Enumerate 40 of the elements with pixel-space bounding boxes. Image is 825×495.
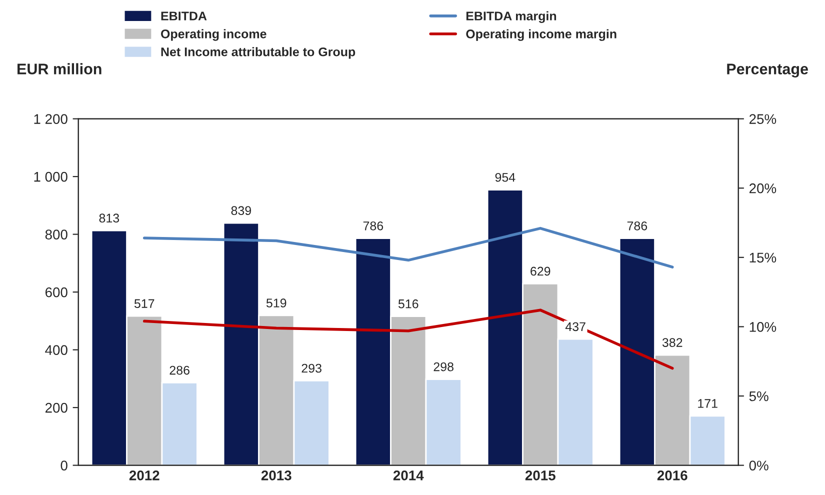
data-label: 293 xyxy=(302,364,322,373)
y2-tick-label: 15% xyxy=(750,252,776,263)
y2-axis-title: Percentage xyxy=(727,64,808,78)
y2-tick-label: 20% xyxy=(749,183,776,194)
y-tick-label: 400 xyxy=(45,345,68,355)
data-label: 286 xyxy=(170,366,190,375)
y-tick-label: 600 xyxy=(45,287,68,298)
data-label: 298 xyxy=(434,362,454,372)
data-label: 813 xyxy=(99,214,120,223)
data-label: 437 xyxy=(565,322,586,332)
y-tick-label: 800 xyxy=(45,230,68,240)
y2-tick-label: 25% xyxy=(749,114,776,124)
data-label: 786 xyxy=(627,221,648,230)
data-label: 629 xyxy=(530,266,550,276)
y-tick-label: 1 200 xyxy=(34,114,68,124)
legend-label: Operating income xyxy=(160,29,266,41)
data-label: 839 xyxy=(231,206,252,216)
y-axis-title: EUR million xyxy=(18,63,102,74)
data-label: 519 xyxy=(266,298,286,308)
x-tick-label: 2014 xyxy=(393,470,424,480)
y2-tick-label: 10% xyxy=(750,322,776,332)
x-tick-label: 2013 xyxy=(261,470,292,480)
data-label: 517 xyxy=(134,299,154,308)
data-label: 786 xyxy=(363,221,384,230)
legend-label: Net Income attributable to Group xyxy=(161,47,356,59)
data-label: 171 xyxy=(698,399,718,408)
x-tick-label: 2012 xyxy=(129,470,160,480)
y2-tick-label: 0% xyxy=(749,460,768,470)
data-label: 516 xyxy=(398,299,418,308)
legend-label: EBITDA xyxy=(161,12,207,20)
data-label: 954 xyxy=(495,172,516,182)
y2-tick-label: 5% xyxy=(749,391,768,402)
x-tick-label: 2015 xyxy=(525,470,556,480)
y-tick-label: 0 xyxy=(60,460,68,470)
data-label: 382 xyxy=(662,338,682,347)
x-tick-label: 2016 xyxy=(657,470,688,480)
y-tick-label: 200 xyxy=(45,402,68,413)
y-tick-label: 1 000 xyxy=(34,172,68,182)
legend-label: Operating income margin xyxy=(466,29,616,41)
legend-label: EBITDA margin xyxy=(466,11,556,23)
